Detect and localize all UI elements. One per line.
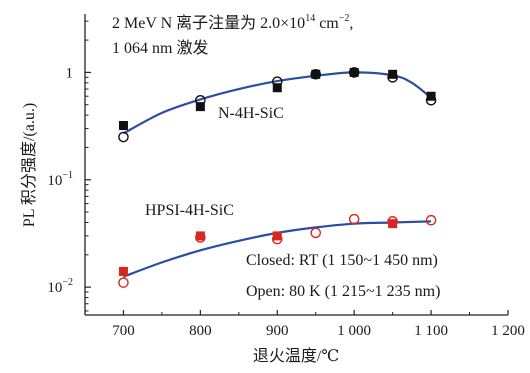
data-markers — [118, 67, 437, 288]
closed-marker-0 — [349, 67, 359, 77]
x-tick-label: 1 200 — [491, 323, 525, 339]
x-axis-title: 退火温度/℃ — [253, 347, 339, 365]
annotation-line-2: 1 064 nm 激发 — [112, 39, 208, 57]
open-marker-1 — [310, 227, 322, 239]
closed-marker-0 — [272, 83, 282, 93]
open-marker-1 — [271, 233, 283, 245]
x-tick-label: 1 100 — [414, 323, 448, 339]
closed-marker-0 — [388, 69, 398, 79]
x-ticks: 700 800 900 1 000 1 100 1 200 — [112, 310, 525, 339]
open-marker-1 — [118, 277, 129, 288]
y-ticks: 1 10−1 10−2 — [47, 20, 91, 312]
closed-marker-1 — [272, 231, 282, 241]
x-tick-label: 1 000 — [337, 323, 371, 339]
open-marker-1 — [425, 214, 437, 226]
open-marker-0 — [271, 76, 283, 87]
closed-marker-1 — [388, 219, 398, 229]
y-tick-label: 10−2 — [47, 277, 73, 296]
open-marker-0 — [310, 69, 322, 80]
closed-marker-1 — [195, 231, 205, 241]
x-tick-label: 700 — [112, 323, 135, 339]
x-tick-label: 900 — [266, 323, 289, 339]
fit-curve-0 — [122, 71, 432, 135]
y-tick-label: 10−1 — [47, 170, 73, 189]
series-label-n-4h-sic: N-4H-SiC — [218, 105, 284, 122]
closed-marker-1 — [118, 266, 128, 276]
open-marker-0 — [348, 67, 360, 78]
fit-curves — [122, 71, 432, 278]
closed-condition-label: Closed: RT (1 150~1 450 nm) — [246, 252, 438, 269]
open-marker-1 — [195, 232, 206, 243]
annotation-line-1: 2 MeV N 离子注量为 2.0×1014 cm−2, — [112, 13, 353, 32]
y-tick-label: 1 — [66, 65, 74, 81]
x-tick-label: 800 — [189, 323, 212, 339]
open-marker-0 — [195, 94, 206, 106]
closed-marker-0 — [311, 69, 321, 79]
open-condition-label: Open: 80 K (1 215~1 235 nm) — [246, 283, 440, 300]
open-marker-0 — [425, 94, 437, 106]
open-marker-0 — [387, 72, 398, 83]
open-marker-1 — [387, 216, 398, 227]
closed-marker-0 — [118, 121, 128, 131]
y-axis-title: PL 积分强度/(a.u.) — [20, 103, 38, 227]
open-marker-0 — [118, 131, 129, 143]
open-marker-1 — [348, 213, 360, 225]
closed-marker-0 — [195, 102, 205, 112]
series-label-hpsi-4h-sic: HPSI-4H-SiC — [145, 202, 234, 219]
